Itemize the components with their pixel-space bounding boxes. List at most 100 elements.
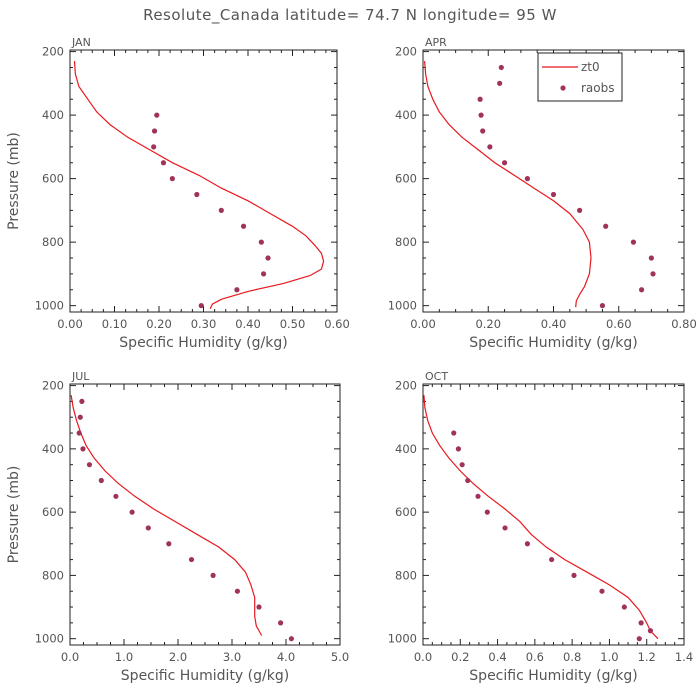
plot-frame: [69, 49, 338, 313]
panel-jan: JAN 0.00 0.10 0.20 0.30 0.40 0.50 0.60 200 400 600…: [6, 36, 350, 351]
x-tick-label: 0.30: [191, 317, 217, 331]
data-point-raobs: [151, 144, 157, 150]
x-tick-label: 2.0: [169, 650, 187, 664]
x-tick-label: 0.40: [541, 317, 567, 331]
data-point-raobs: [621, 604, 627, 610]
data-point-raobs: [113, 493, 119, 499]
data-point-raobs: [278, 620, 284, 626]
data-point-raobs: [76, 430, 82, 436]
legend-point-swatch: [560, 85, 566, 91]
data-point-raobs: [524, 541, 531, 547]
data-point-raobs: [501, 160, 508, 166]
data-point-raobs: [498, 64, 504, 71]
data-point-raobs: [478, 112, 484, 118]
x-tick-label: 4.0: [277, 650, 295, 664]
y-tick-label: 800: [395, 568, 417, 582]
x-tick-label: 5.0: [331, 650, 349, 664]
y-tick-label: 200: [395, 45, 417, 59]
panel-title: JUL: [71, 370, 90, 383]
figure-title: Resolute_Canada latitude= 74.7 N longitu…: [143, 6, 557, 25]
data-point-raobs: [234, 287, 240, 293]
data-point-raobs: [234, 588, 240, 594]
legend-points-label: raobs: [581, 81, 615, 95]
x-tick-label: 0.60: [606, 317, 632, 331]
series-line-zt0: [70, 395, 263, 636]
x-tick-label: 1.4: [675, 650, 693, 664]
legend-box: [537, 52, 623, 102]
data-point-raobs: [630, 239, 637, 245]
data-point-raobs: [484, 509, 490, 515]
y-tick-label: 800: [42, 568, 64, 582]
data-point-raobs: [80, 446, 86, 452]
data-point-raobs: [160, 160, 167, 166]
data-point-raobs: [198, 303, 204, 309]
y-tick-label: 400: [395, 442, 417, 456]
x-axis-label: Specific Humidity (g/kg): [119, 335, 287, 351]
plot-frame: [422, 383, 685, 646]
series-line-zt0: [423, 395, 659, 640]
x-tick-label: 0.0: [61, 650, 79, 664]
data-point-raobs: [129, 509, 135, 515]
data-point-raobs: [166, 541, 172, 547]
y-tick-label: 600: [42, 505, 64, 519]
data-point-raobs: [636, 636, 642, 642]
data-point-raobs: [599, 303, 606, 309]
data-point-raobs: [524, 176, 531, 182]
x-tick-label: 0.00: [410, 317, 436, 331]
data-point-raobs: [487, 144, 493, 150]
x-axis-label: Specific Humidity (g/kg): [469, 335, 637, 351]
data-point-raobs: [288, 636, 294, 642]
data-point-raobs: [154, 112, 160, 118]
x-tick-label: 1.0: [115, 650, 133, 664]
data-point-raobs: [210, 572, 216, 579]
panel-title: OCT: [425, 370, 448, 383]
plot-frame: [69, 383, 341, 646]
data-point-raobs: [169, 176, 175, 182]
data-point-raobs: [240, 223, 247, 229]
data-point-raobs: [650, 271, 656, 277]
y-axis-label: Pressure (mb): [6, 466, 22, 564]
data-point-raobs: [502, 525, 508, 531]
y-tick-label: 1000: [388, 299, 417, 313]
y-tick-label: 600: [42, 172, 64, 186]
y-tick-label: 1000: [35, 299, 64, 313]
data-point-raobs: [638, 287, 645, 293]
panels: JAN 0.00 0.10 0.20 0.30 0.40 0.50 0.60 200 400 600…: [6, 36, 697, 684]
x-tick-label: 0.00: [57, 317, 83, 331]
data-point-raobs: [258, 239, 264, 245]
x-axis-label: Specific Humidity (g/kg): [121, 668, 289, 684]
x-tick-label: 0.0: [414, 650, 432, 664]
y-tick-label: 200: [42, 45, 64, 59]
y-tick-label: 600: [395, 172, 417, 186]
y-tick-label: 200: [395, 379, 417, 393]
data-point-raobs: [260, 271, 267, 277]
data-point-raobs: [647, 628, 654, 634]
data-point-raobs: [638, 620, 644, 626]
y-axis-label: Pressure (mb): [6, 132, 22, 230]
data-point-raobs: [265, 255, 271, 261]
data-point-raobs: [145, 525, 151, 531]
legend: zt0 raobs: [537, 52, 623, 102]
x-tick-label: 0.6: [526, 650, 544, 664]
x-tick-label: 1.2: [638, 650, 656, 664]
x-tick-label: 0.10: [102, 317, 128, 331]
panel-title: JAN: [71, 36, 91, 49]
data-point-raobs: [549, 556, 555, 563]
x-tick-label: 0.80: [671, 317, 697, 331]
panel-oct: OCT 0.0 0.2 0.4 0.6 0.8 1.0 1.2 1.4 200 400 600 800 1…: [388, 370, 693, 684]
data-point-raobs: [459, 462, 465, 468]
data-point-raobs: [497, 80, 503, 86]
data-point-raobs: [86, 462, 93, 468]
data-point-raobs: [475, 493, 481, 499]
data-point-raobs: [599, 588, 605, 594]
y-tick-label: 400: [42, 442, 64, 456]
x-tick-label: 0.60: [324, 317, 350, 331]
y-tick-label: 400: [395, 108, 417, 122]
panel-title: APR: [425, 36, 447, 49]
data-point-raobs: [194, 191, 200, 198]
x-tick-label: 0.40: [235, 317, 261, 331]
x-axis-label: Specific Humidity (g/kg): [469, 668, 637, 684]
y-tick-label: 1000: [388, 632, 417, 646]
y-tick-label: 400: [42, 108, 64, 122]
data-point-raobs: [603, 223, 609, 229]
